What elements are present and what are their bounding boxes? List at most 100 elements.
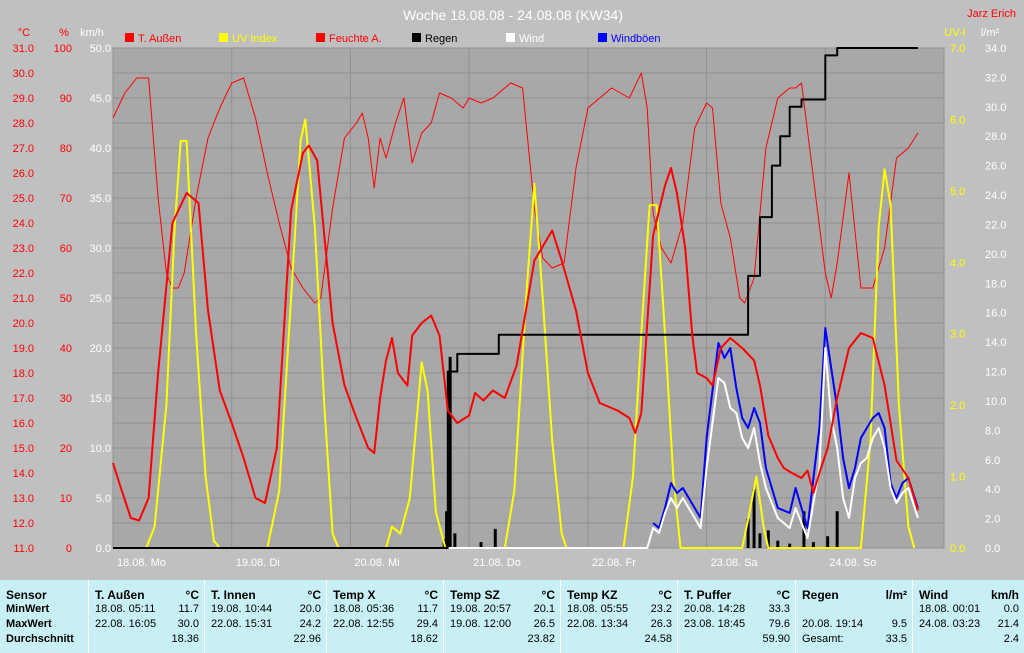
temp-tick-label: 30.0 (13, 68, 34, 80)
humidity-tick-label: 0 (66, 543, 72, 555)
stats-timestamp: 20.08. 14:28 33.3 (684, 603, 790, 615)
legend-label: Windböen (611, 33, 661, 45)
humidity-tick-label: 30 (60, 393, 72, 405)
stats-avg-value: 2.4 (1003, 633, 1019, 645)
temp-tick-label: 28.0 (13, 118, 34, 130)
uv-tick-label: 0.0 (950, 543, 965, 555)
rain-bar (811, 542, 815, 548)
stats-avg-label: 18.36 (95, 633, 199, 647)
stats-column: Temp X °C 18.08. 05:36 11.7 22.08. 12:55 29.4… (326, 580, 444, 653)
stats-column-name: Wind km/h (919, 588, 1019, 602)
uv-tick-label: 7.0 (950, 43, 965, 55)
uv-tick-label: 5.0 (950, 186, 965, 198)
rain-tick-label: 24.0 (985, 190, 1006, 202)
temp-tick-label: 17.0 (13, 393, 34, 405)
humidity-axis-unit: % (59, 27, 69, 39)
temperature-line (112, 144, 919, 522)
rain-tick-label: 8.0 (985, 425, 1000, 437)
rain-tick-label: 14.0 (985, 337, 1006, 349)
stats-avg-label: 22.96 (211, 633, 321, 647)
stats-value: 79.6 (768, 618, 790, 630)
stats-column-name: Regen l/m² (802, 588, 907, 602)
rain-tick-label: 26.0 (985, 161, 1006, 173)
wind-tick-label: 15.0 (90, 393, 111, 405)
rain-tick-label: 6.0 (985, 455, 1000, 467)
rain-bar (835, 511, 839, 548)
wind-tick-label: 30.0 (90, 243, 111, 255)
uv-axis-unit: UV-I (944, 27, 965, 39)
x-tick-label: 20.08. Mi (354, 557, 399, 569)
wind-tick-label: 5.0 (96, 493, 111, 505)
stats-timestamp (802, 603, 907, 617)
stats-row-labels: Sensor MinWert MaxWert Durchschnitt (0, 580, 88, 653)
stats-column: Regen l/m² 20.08. 19:14 9.5 Gesamt: 33.5 (795, 580, 913, 653)
temp-tick-label: 23.0 (13, 243, 34, 255)
stats-value: 9.5 (891, 618, 907, 630)
stats-avg-value: 23.82 (527, 633, 555, 645)
stats-column-name: T. Puffer °C (684, 588, 790, 602)
stats-column: T. Außen °C 18.08. 05:11 11.7 22.08. 16:05 30… (88, 580, 205, 653)
stats-avg-value: 18.36 (171, 633, 199, 645)
wind-tick-label: 0.0 (96, 543, 111, 555)
stats-value: 23.2 (650, 603, 672, 615)
rain-tick-label: 18.0 (985, 278, 1006, 290)
stats-column: T. Innen °C 19.08. 10:44 20.0 22.08. 15:31 24… (204, 580, 327, 653)
weather-chart: 31.0 30.0 29.0 28.0 27.0 26.0 25.0 24.0 23.0 22.0… (12, 7, 1016, 569)
wind-tick-label: 40.0 (90, 143, 111, 155)
min-row-label: MinWert (6, 603, 50, 615)
stats-column-name: Temp KZ °C (567, 588, 672, 602)
stats-column-unit: °C (307, 588, 321, 602)
wind-tick-label: 45.0 (90, 93, 111, 105)
rain-bar (766, 530, 770, 548)
legend-swatch (125, 33, 134, 42)
temp-tick-label: 15.0 (13, 443, 34, 455)
rain-bar (758, 533, 762, 548)
legend-swatch (412, 33, 421, 42)
temp-tick-label: 11.0 (13, 543, 34, 555)
wind-tick-label: 35.0 (90, 193, 111, 205)
stats-timestamp: 24.08. 03:23 21.4 (919, 618, 1019, 630)
stats-avg-label: 59.90 (684, 633, 790, 647)
legend-swatch (219, 33, 228, 42)
stats-value: 33.3 (768, 603, 790, 615)
temp-tick-label: 14.0 (13, 468, 34, 480)
legend-swatch (506, 33, 515, 42)
rain-tick-label: 28.0 (985, 131, 1006, 143)
uv-tick-label: 4.0 (950, 257, 965, 269)
stats-avg-value: 22.96 (293, 633, 321, 645)
rain-tick-label: 22.0 (985, 219, 1006, 231)
stats-avg-label: Gesamt: 33.5 (802, 633, 907, 645)
rain-axis-unit: l/m² (981, 27, 1000, 39)
stats-column-unit: °C (541, 588, 555, 602)
rain-tick-label: 10.0 (985, 396, 1006, 408)
stats-table: Sensor MinWert MaxWert Durchschnitt T. Außen… (0, 580, 1024, 653)
stats-avg-value: 18.62 (410, 633, 438, 645)
stats-column: Wind km/h 18.08. 00:01 0.0 24.08. 03:23 21.4 2… (912, 580, 1024, 653)
temp-tick-label: 26.0 (13, 168, 34, 180)
stats-avg-value: 24.58 (644, 633, 672, 645)
legend-swatch (316, 33, 325, 42)
rain-tick-label: 12.0 (985, 367, 1006, 379)
series-layer (112, 47, 919, 549)
stats-avg-value: 33.5 (885, 633, 907, 645)
uv-tick-label: 6.0 (950, 114, 965, 126)
wind-tick-label: 20.0 (90, 343, 111, 355)
rain-tick-label: 30.0 (985, 102, 1006, 114)
rain-bar (752, 489, 756, 548)
stats-avg-label: 24.58 (567, 633, 672, 647)
stats-timestamp: 19.08. 20:57 20.1 (450, 603, 555, 615)
humidity-tick-label: 10 (60, 493, 72, 505)
uv-tick-label: 1.0 (950, 472, 965, 484)
stats-column: T. Puffer °C 20.08. 14:28 33.3 23.08. 18:45 7… (677, 580, 796, 653)
stats-timestamp: 18.08. 05:55 23.2 (567, 603, 672, 615)
legend-label: T. Außen (138, 33, 181, 45)
wind-line (113, 347, 919, 549)
grid-lines (112, 47, 945, 549)
stats-timestamp: 19.08. 10:44 20.0 (211, 603, 321, 615)
rain-tick-label: 16.0 (985, 308, 1006, 320)
rain-tick-label: 20.0 (985, 249, 1006, 261)
stats-timestamp: 22.08. 12:55 29.4 (333, 618, 438, 630)
humidity-tick-label: 80 (60, 143, 72, 155)
rain-tick-label: 0.0 (985, 543, 1000, 555)
stats-timestamp: 22.08. 15:31 24.2 (211, 618, 321, 630)
